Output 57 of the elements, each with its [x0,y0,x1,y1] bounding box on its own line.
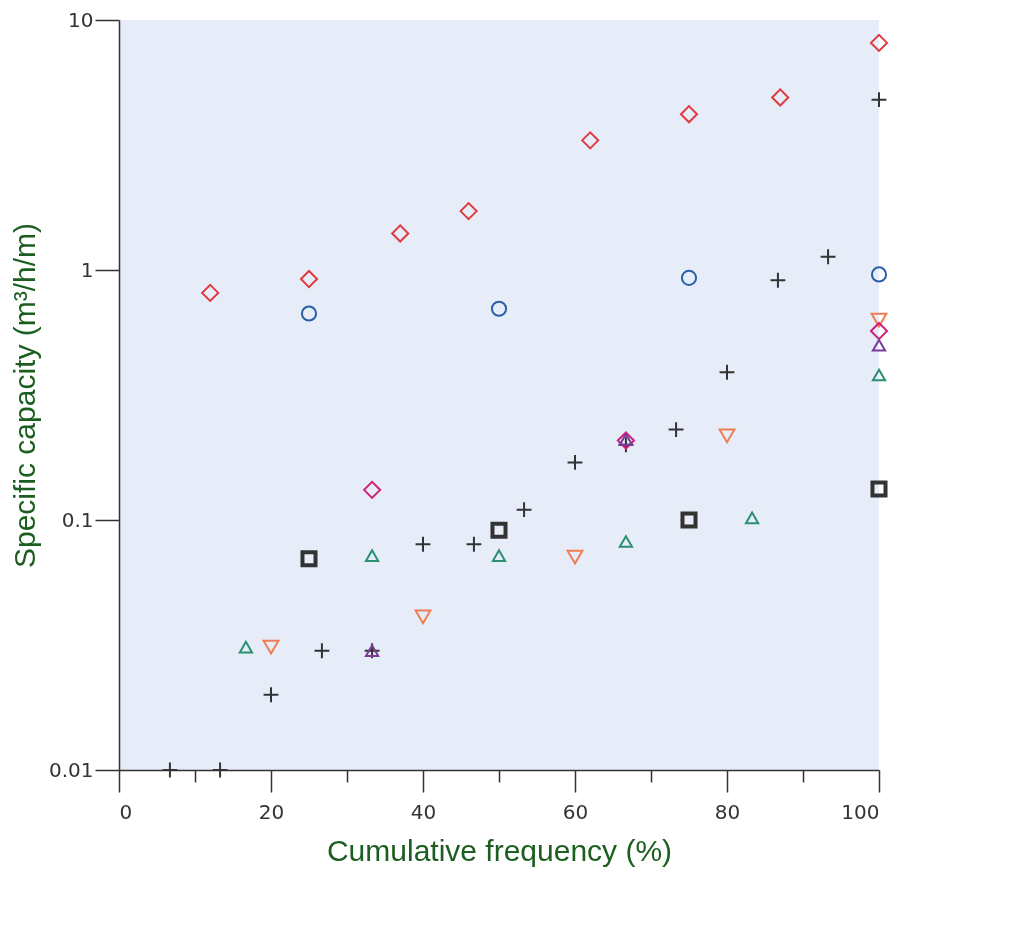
point [201,283,220,302]
point [744,511,760,525]
point [679,105,699,124]
point [871,368,887,382]
x-tick-label: 0 [119,799,133,824]
point [211,761,229,779]
y-tick-label: 10 [68,7,94,32]
point [414,609,432,625]
point [870,266,888,283]
point [238,640,254,654]
point [465,535,483,553]
point [364,549,380,562]
point [566,453,584,471]
point [262,686,280,704]
point [491,549,507,562]
point [581,131,600,150]
point [871,338,887,352]
point [718,428,736,444]
point [618,433,634,446]
point [161,761,179,779]
x-tick-label: 20 [258,799,285,824]
x-tick-label: 40 [410,799,437,824]
x-axis-title: Cumulative frequency (%) [326,833,673,867]
x-tick-label: 80 [714,799,741,824]
point [391,224,410,243]
point [300,305,318,322]
point [870,91,888,109]
point [771,88,790,107]
point [566,549,584,565]
point [718,363,736,381]
y-axis-title: Specific capacity (m³/h/m) [7,222,41,569]
point [667,421,685,438]
y-tick-label: 1 [80,257,94,282]
point [515,501,533,519]
point [490,521,508,539]
point [769,271,787,289]
point [680,511,698,529]
point [680,269,698,286]
point [459,202,478,221]
x-tick-label: 100 [841,799,880,824]
point [414,535,432,553]
point [618,535,634,548]
point [262,639,280,655]
y-tick-label: 0.1 [61,507,94,532]
point [299,269,319,289]
point [869,321,889,341]
point [490,300,508,317]
point [616,431,635,450]
x-tick-label: 60 [562,799,589,824]
point [363,480,382,499]
point [870,312,888,328]
point [300,550,318,568]
point [870,480,888,498]
point [819,248,837,266]
point [313,642,331,660]
point [869,33,889,52]
y-tick-label: 0.01 [48,757,94,782]
